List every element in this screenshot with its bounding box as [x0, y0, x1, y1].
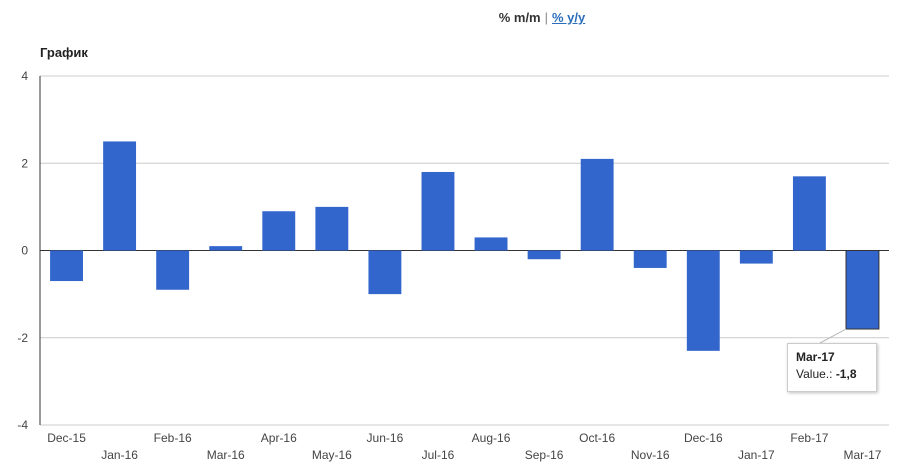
x-tick-label: Mar-17 — [843, 448, 881, 462]
yy-mode-link[interactable]: % y/y — [552, 10, 586, 25]
tooltip-label: Value.: — [796, 367, 833, 381]
bar — [156, 250, 190, 290]
y-tick-label: 2 — [21, 156, 28, 170]
bar — [739, 250, 773, 264]
x-tick-label: Mar-16 — [207, 448, 245, 462]
y-tick-label: 0 — [21, 244, 28, 258]
bar — [845, 250, 880, 330]
x-tick-label: Oct-16 — [579, 431, 615, 445]
chart-title: График — [40, 45, 88, 60]
x-tick-label: May-16 — [312, 448, 352, 462]
bar — [262, 211, 296, 251]
y-tick-label: -2 — [17, 331, 28, 345]
bar — [633, 250, 667, 268]
x-tick-label: Dec-16 — [684, 431, 723, 445]
bar — [315, 206, 349, 251]
y-tick-label: -4 — [17, 418, 28, 432]
bar — [686, 250, 720, 351]
x-tick-label: Jan-16 — [101, 448, 138, 462]
y-tick-label: 4 — [21, 69, 28, 83]
mm-mode-label[interactable]: % m/m — [498, 10, 541, 25]
x-tick-label: Aug-16 — [472, 431, 511, 445]
bar — [421, 171, 455, 251]
mode-separator: | — [544, 10, 549, 25]
x-tick-label: Feb-16 — [154, 431, 192, 445]
bar — [209, 246, 243, 251]
view-mode-toggle: % m/m |% y/y — [0, 10, 906, 25]
bar — [580, 158, 614, 251]
x-tick-label: Jul-16 — [422, 448, 455, 462]
bar — [103, 141, 137, 251]
bar — [527, 250, 561, 260]
bar — [474, 237, 508, 251]
tooltip-pointer — [819, 328, 847, 344]
x-tick-label: Jun-16 — [367, 431, 404, 445]
x-tick-label: Jan-17 — [738, 448, 775, 462]
tooltip-title: Mar-17 — [796, 350, 835, 364]
x-tick-label: Apr-16 — [261, 431, 297, 445]
x-tick-label: Feb-17 — [790, 431, 828, 445]
x-tick-label: Sep-16 — [525, 448, 564, 462]
tooltip-value: -1,8 — [835, 367, 857, 381]
value-tooltip: Mar-17 Value.: -1,8 — [787, 343, 877, 392]
x-tick-label: Nov-16 — [631, 448, 670, 462]
bar — [50, 250, 83, 282]
bar — [368, 250, 402, 295]
bar — [792, 176, 826, 251]
x-tick-label: Dec-15 — [47, 431, 86, 445]
